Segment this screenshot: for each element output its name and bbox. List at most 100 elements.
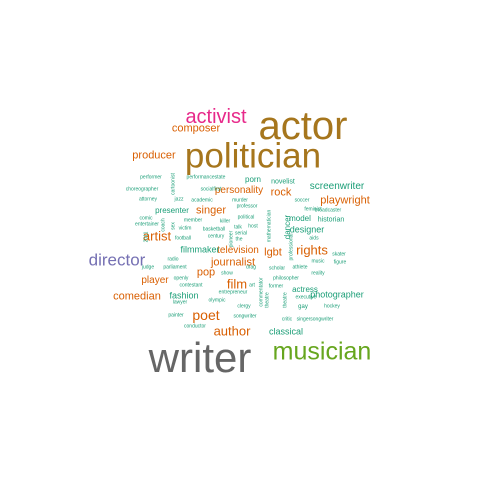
word-producer: producer	[132, 149, 176, 162]
word-feminist: feminist	[304, 206, 322, 213]
word-former: former	[268, 283, 284, 290]
word-coach: coach	[160, 218, 167, 232]
word-drag: drag	[245, 264, 257, 271]
word-jazz: jazz	[174, 196, 184, 203]
word-activist: activist	[185, 106, 247, 128]
word-commentator: commentator	[258, 277, 265, 307]
word-photographer: photographer	[310, 289, 364, 300]
word-television: television	[217, 245, 259, 256]
word-cartoonist: cartoonist	[170, 173, 177, 195]
word-skater: skater	[332, 251, 346, 258]
word-broadcaster: broadcaster	[314, 207, 342, 214]
word-fashion: fashion	[169, 290, 199, 301]
word-hockey: hockey	[324, 303, 340, 310]
word-rights: rights	[296, 242, 328, 258]
word-socialfirst: socialfirst	[200, 186, 222, 193]
word-parliament: parliament	[163, 264, 187, 271]
word-performer: performer	[140, 174, 162, 181]
word-gay: gay	[298, 304, 308, 310]
word-model: model	[289, 214, 311, 223]
word-film: film	[226, 276, 248, 292]
word-conductor: conductor	[184, 323, 206, 330]
word-2011: 2011	[143, 231, 150, 243]
word-musician: musician	[272, 337, 372, 366]
word-pop: pop	[196, 266, 216, 279]
word-theatre-2: theatre	[282, 292, 289, 308]
word-soccer: soccer	[294, 197, 310, 204]
word-show: show	[221, 270, 233, 277]
word-artist: artist	[142, 228, 172, 244]
word-attorney: attorney	[138, 196, 158, 203]
word-philosopher: philosopher	[273, 275, 299, 282]
word-host: host	[248, 223, 258, 230]
word-aids: aids	[309, 235, 319, 242]
word-olympic: olympic	[208, 297, 226, 304]
word-basketball: basketball	[202, 226, 226, 233]
word-playwright: playwright	[320, 194, 370, 207]
word-historian: historian	[317, 216, 345, 224]
word-lawyer: lawyer	[172, 299, 188, 306]
word-politician: politician	[184, 136, 322, 176]
word-comic: comic	[139, 215, 153, 222]
word-sex: sex	[170, 222, 177, 230]
word-painter: painter	[168, 312, 184, 319]
word-theatre: theatre	[264, 292, 271, 308]
word-radio: radio	[167, 256, 179, 263]
word-screenwriter: screenwriter	[309, 181, 365, 192]
word-football: football	[174, 235, 192, 242]
word-mathematician: mathematician	[266, 209, 273, 243]
word-choreographer: choreographer	[125, 186, 159, 193]
word-murder: murder	[232, 197, 248, 204]
word-member: member	[183, 217, 203, 224]
word-pioneer: pioneer	[228, 230, 235, 248]
word-political: political	[237, 214, 255, 221]
word-contestant: contestant	[179, 282, 203, 289]
word-executive: executive	[295, 294, 317, 301]
word-entertainer: entertainer	[135, 221, 159, 228]
word-music: music	[311, 258, 325, 265]
word-personality: personality	[214, 185, 264, 196]
word-academic: academic	[191, 197, 213, 204]
word-performancestate: performancestate	[186, 174, 226, 181]
word-director: director	[88, 250, 146, 270]
word-designer: designer	[289, 224, 325, 235]
word-classical: classical	[268, 326, 304, 337]
word-the: the	[235, 236, 243, 243]
word-composer: composer	[171, 122, 221, 135]
word-comedian: comedian	[113, 290, 161, 303]
word-actor: actor	[258, 104, 348, 148]
word-singersongwriter: singersongwriter	[296, 316, 334, 323]
word-professional: professional	[288, 233, 295, 261]
word-journalist: journalist	[210, 256, 256, 269]
word-professor: professor	[236, 203, 258, 210]
word-poet: poet	[192, 307, 220, 323]
word-rock: rock	[270, 186, 292, 199]
word-singer: singer	[196, 204, 226, 217]
word-serial: serial	[235, 230, 247, 237]
word-killer: killer	[219, 218, 231, 225]
word-author: author	[213, 323, 251, 339]
word-athlete: athlete	[292, 264, 308, 271]
word-novelist: novelist	[271, 178, 295, 186]
word-presenter: presenter	[155, 206, 189, 215]
word-player: player	[141, 275, 169, 286]
word-openly: openly	[173, 275, 189, 282]
word-talk: talk	[234, 224, 242, 231]
word-lgbt: lgbt	[264, 246, 282, 259]
word-actress: actress	[292, 285, 318, 294]
word-judge: judge	[141, 264, 155, 271]
word-reality: reality	[311, 270, 325, 277]
word-victim: victim	[178, 225, 192, 232]
word-century: century	[207, 233, 225, 240]
word-figure: figure	[333, 259, 347, 266]
word-songwriter: songwriter	[233, 313, 257, 320]
word-filmmaker: filmmaker	[180, 244, 220, 255]
word-art: art	[249, 282, 255, 289]
word-entrepreneur: entrepreneur	[218, 289, 248, 296]
word-critic: critic	[281, 316, 293, 323]
word-porn: porn	[244, 175, 262, 184]
word-scholar: scholar	[268, 265, 286, 272]
word-clergy: clergy	[237, 303, 251, 310]
word-writer: writer	[148, 334, 252, 381]
